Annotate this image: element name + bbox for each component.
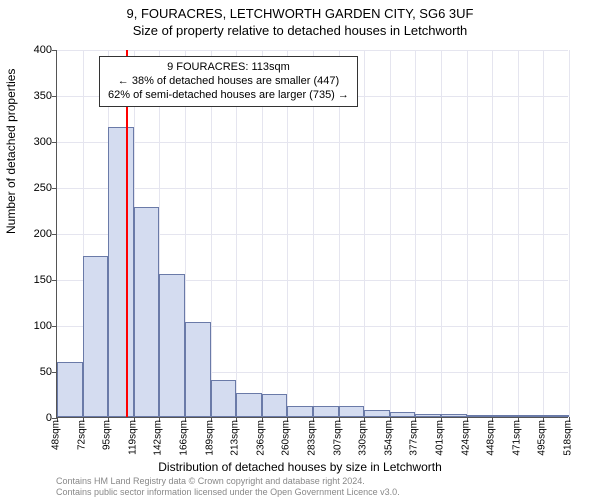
annotation-box: 9 FOURACRES: 113sqm← 38% of detached hou… (99, 56, 358, 107)
histogram-bar (262, 394, 288, 417)
xtick-label: 189sqm (204, 420, 215, 456)
histogram-bar (364, 410, 390, 417)
xtick-label: 330sqm (358, 420, 369, 456)
histogram-bar (57, 362, 83, 417)
chart-container: 9, FOURACRES, LETCHWORTH GARDEN CITY, SG… (0, 0, 600, 500)
annotation-line2: ← 38% of detached houses are smaller (44… (108, 75, 349, 89)
xtick-label: 448sqm (486, 420, 497, 456)
annotation-line3: 62% of semi-detached houses are larger (… (108, 89, 349, 103)
xtick-label: 377sqm (409, 420, 420, 456)
ytick-label: 0 (12, 412, 52, 424)
xtick-label: 518sqm (563, 420, 574, 456)
chart-title-line2: Size of property relative to detached ho… (0, 23, 600, 38)
xtick-label: 166sqm (179, 420, 190, 456)
ytick-mark (52, 50, 57, 51)
xtick-label: 48sqm (51, 420, 62, 450)
chart-title-line1: 9, FOURACRES, LETCHWORTH GARDEN CITY, SG… (0, 6, 600, 21)
histogram-bar (390, 412, 416, 417)
footnote-line2: Contains public sector information licen… (56, 487, 400, 498)
ytick-label: 50 (12, 366, 52, 378)
histogram-bar (83, 256, 109, 417)
histogram-bar (339, 406, 365, 417)
xtick-label: 471sqm (511, 420, 522, 456)
plot-area: 9 FOURACRES: 113sqm← 38% of detached hou… (56, 50, 568, 418)
histogram-bar (492, 415, 518, 417)
xtick-label: 354sqm (383, 420, 394, 456)
ytick-mark (52, 280, 57, 281)
histogram-bar (441, 414, 467, 417)
histogram-bar (108, 127, 134, 417)
gridline-v (467, 50, 468, 417)
annotation-line1: 9 FOURACRES: 113sqm (108, 61, 349, 75)
histogram-bar (159, 274, 185, 417)
gridline-v (415, 50, 416, 417)
gridline-v (364, 50, 365, 417)
ytick-mark (52, 96, 57, 97)
ytick-mark (52, 234, 57, 235)
histogram-bar (236, 393, 262, 417)
ytick-mark (52, 188, 57, 189)
histogram-bar (415, 414, 441, 417)
ytick-label: 200 (12, 228, 52, 240)
x-axis-label: Distribution of detached houses by size … (0, 460, 600, 474)
xtick-label: 260sqm (281, 420, 292, 456)
footnote: Contains HM Land Registry data © Crown c… (56, 476, 400, 498)
gridline-v (543, 50, 544, 417)
ytick-mark (52, 142, 57, 143)
xtick-label: 119sqm (127, 420, 138, 455)
xtick-label: 401sqm (435, 420, 446, 456)
xtick-label: 213sqm (230, 420, 241, 456)
xtick-label: 307sqm (332, 420, 343, 456)
gridline-v (441, 50, 442, 417)
ytick-label: 150 (12, 274, 52, 286)
gridline-v (518, 50, 519, 417)
histogram-bar (211, 380, 237, 417)
xtick-label: 142sqm (153, 420, 164, 456)
gridline-v (569, 50, 570, 417)
ytick-label: 250 (12, 182, 52, 194)
xtick-label: 95sqm (102, 420, 113, 450)
gridline-v (390, 50, 391, 417)
xtick-label: 283sqm (307, 420, 318, 456)
xtick-label: 72sqm (76, 420, 87, 450)
ytick-label: 300 (12, 136, 52, 148)
histogram-bar (313, 406, 339, 417)
histogram-bar (287, 406, 313, 417)
ytick-label: 100 (12, 320, 52, 332)
histogram-bar (543, 415, 569, 417)
gridline-v (492, 50, 493, 417)
histogram-bar (467, 415, 493, 417)
xtick-label: 424sqm (460, 420, 471, 456)
xtick-label: 495sqm (537, 420, 548, 456)
histogram-bar (185, 322, 211, 417)
footnote-line1: Contains HM Land Registry data © Crown c… (56, 476, 400, 487)
histogram-bar (518, 415, 544, 417)
xtick-label: 236sqm (255, 420, 266, 456)
ytick-mark (52, 326, 57, 327)
title-block: 9, FOURACRES, LETCHWORTH GARDEN CITY, SG… (0, 6, 600, 38)
ytick-label: 350 (12, 90, 52, 102)
ytick-label: 400 (12, 44, 52, 56)
histogram-bar (134, 207, 160, 417)
